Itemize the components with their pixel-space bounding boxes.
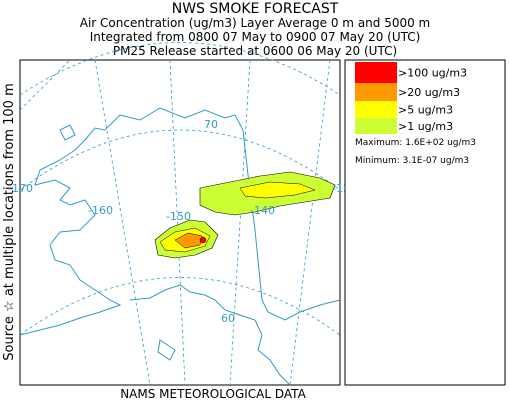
legend-label: >1 ug/m3 <box>398 120 453 133</box>
coastline <box>19 107 341 386</box>
subtitle: Air Concentration (ug/m3) Layer Average … <box>80 16 431 30</box>
graticule-label: -140 <box>250 204 275 217</box>
graticule-label: 60 <box>221 312 235 325</box>
legend-label: >100 ug/m3 <box>398 67 467 80</box>
legend-maximum: Maximum: 1.6E+02 ug/m3 <box>355 138 476 148</box>
graticule-label: -170 <box>8 182 33 195</box>
side-label: Source ☆ at multiple locations from 100 … <box>2 83 17 360</box>
graticule-label: -160 <box>88 204 113 217</box>
title: NWS SMOKE FORECAST <box>172 1 339 17</box>
legend-label: >20 ug/m3 <box>398 86 460 99</box>
graticule <box>19 42 341 386</box>
smoke-plumes <box>154 171 336 259</box>
map-frame <box>19 59 341 386</box>
legend: >100 ug/m3 >20 ug/m3 >5 ug/m3 >1 ug/m3 <box>355 62 467 134</box>
plume-red <box>199 236 207 244</box>
subtitle: Integrated from 0800 07 May to 0900 07 M… <box>90 30 421 44</box>
legend-swatch <box>355 62 397 83</box>
graticule-label: -150 <box>166 210 191 223</box>
legend-minimum: Minimum: 3.1E-07 ug/m3 <box>355 156 469 166</box>
legend-swatch <box>355 118 397 134</box>
subtitle: PM25 Release started at 0600 06 May 20 (… <box>113 44 397 58</box>
legend-swatch <box>355 101 397 118</box>
legend-swatch <box>355 83 397 101</box>
footer: NAMS METEOROLOGICAL DATA <box>120 387 306 401</box>
legend-label: >5 ug/m3 <box>398 104 453 117</box>
graticule-label: 70 <box>204 118 218 131</box>
plume-yellow <box>239 181 316 199</box>
